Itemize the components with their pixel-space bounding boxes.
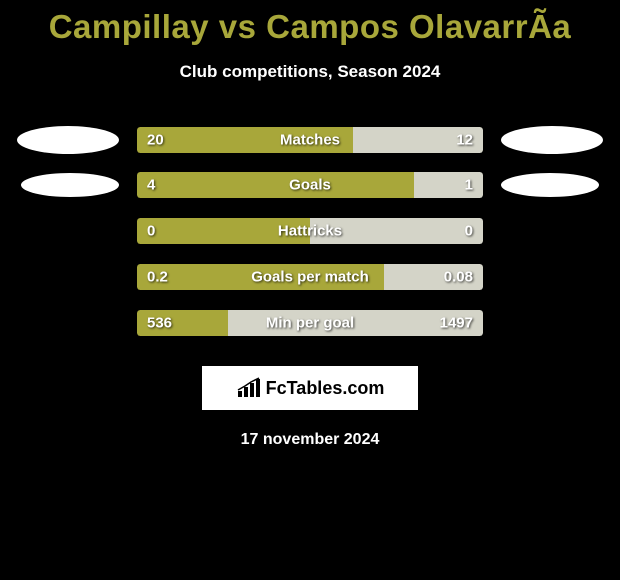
bar-label: Matches	[280, 132, 340, 149]
bar-value-left: 0.2	[147, 269, 168, 286]
bar-label: Hattricks	[278, 223, 342, 240]
bar-value-right: 1497	[440, 315, 473, 332]
chart-icon	[236, 377, 262, 399]
subtitle: Club competitions, Season 2024	[0, 62, 620, 82]
avatar-right	[501, 126, 603, 154]
comparison-row: 536 Min per goal 1497	[0, 310, 620, 336]
comparison-row: 0.2 Goals per match 0.08	[0, 264, 620, 290]
bar-container: 4 Goals 1	[137, 172, 483, 198]
bar-value-right: 0	[465, 223, 473, 240]
avatar-left	[17, 126, 119, 154]
bar-label: Goals	[289, 177, 331, 194]
avatar-right	[501, 173, 599, 197]
bar-label: Goals per match	[251, 269, 369, 286]
comparison-row: 4 Goals 1	[0, 172, 620, 198]
bar-value-left: 20	[147, 132, 164, 149]
bar-container: 536 Min per goal 1497	[137, 310, 483, 336]
comparison-row: 0 Hattricks 0	[0, 218, 620, 244]
bar-value-right: 0.08	[444, 269, 473, 286]
avatar-left	[21, 173, 119, 197]
bar-container: 0 Hattricks 0	[137, 218, 483, 244]
bar-value-left: 0	[147, 223, 155, 240]
bar-segment-left	[137, 172, 414, 198]
bar-value-right: 12	[456, 132, 473, 149]
bar-label: Min per goal	[266, 315, 354, 332]
bar-value-right: 1	[465, 177, 473, 194]
bar-value-left: 4	[147, 177, 155, 194]
date-text: 17 november 2024	[0, 431, 620, 449]
page-title: Campillay vs Campos OlavarrÃ­a	[0, 0, 620, 46]
bar-container: 0.2 Goals per match 0.08	[137, 264, 483, 290]
comparison-chart: 20 Matches 12 4 Goals 1 0 Hattricks 0 0.2 Goals pe…	[0, 126, 620, 336]
comparison-row: 20 Matches 12	[0, 126, 620, 154]
bar-container: 20 Matches 12	[137, 127, 483, 153]
branding-logo: FcTables.com	[202, 366, 418, 410]
bar-value-left: 536	[147, 315, 172, 332]
logo-text: FcTables.com	[266, 378, 385, 399]
